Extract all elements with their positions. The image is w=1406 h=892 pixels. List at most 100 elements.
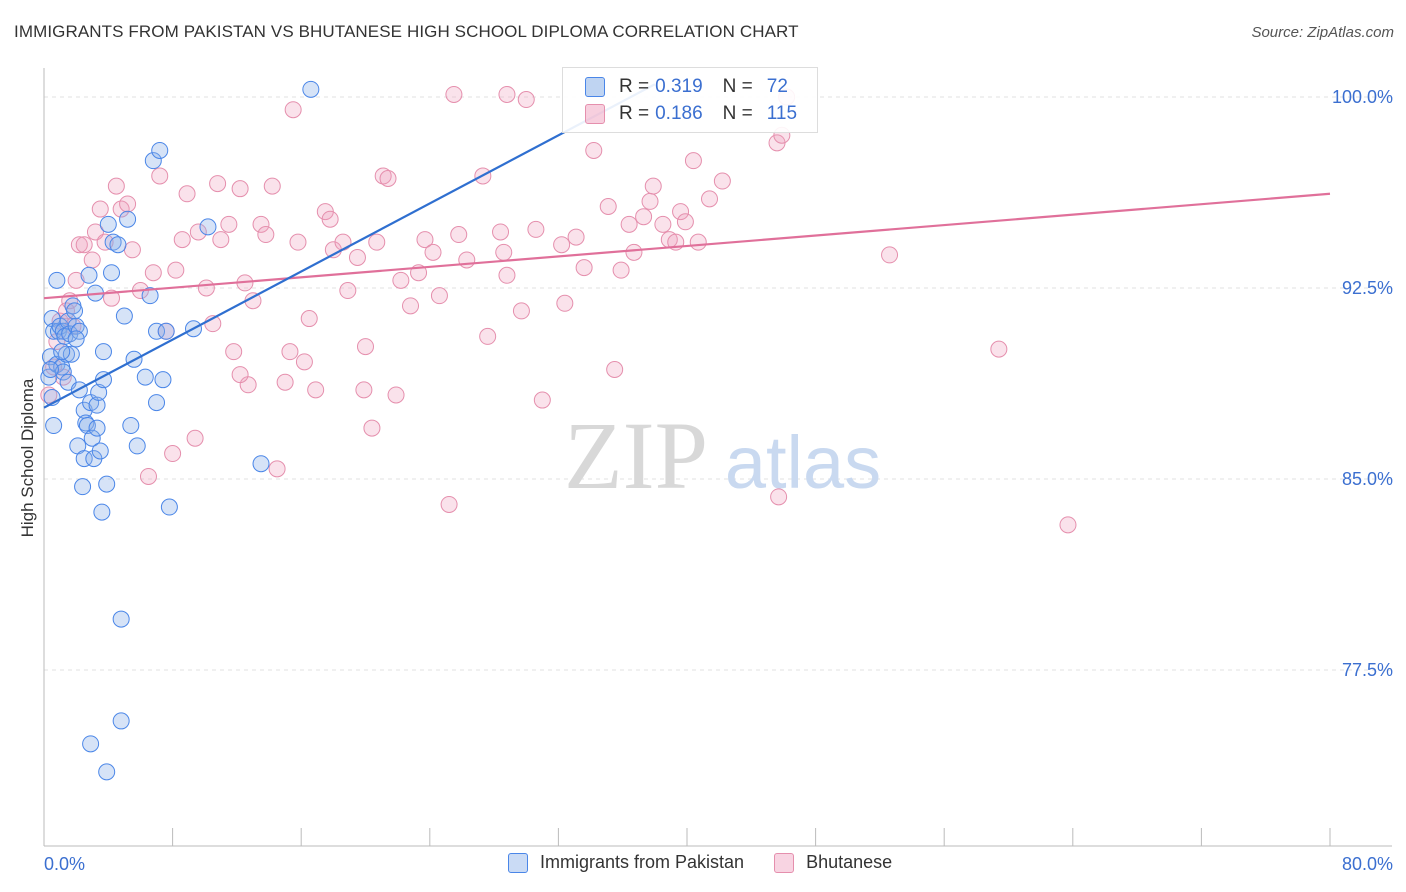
data-point-pakistan	[41, 360, 59, 378]
data-point-bhutanese	[585, 141, 603, 159]
data-point-bhutanese	[164, 445, 182, 463]
y-tick-label: 85.0%	[1342, 469, 1393, 489]
data-point-pakistan	[45, 417, 63, 435]
data-point-bhutanese	[67, 271, 85, 289]
legend-n-value: 72	[766, 76, 788, 97]
data-point-pakistan	[59, 312, 77, 330]
watermark-zip: ZIP	[564, 402, 708, 509]
data-point-bhutanese	[440, 495, 458, 513]
data-point-bhutanese	[368, 233, 386, 251]
data-point-bhutanese	[231, 180, 249, 198]
legend-label-pakistan: Immigrants from Pakistan	[540, 852, 745, 872]
data-point-pakistan	[154, 371, 172, 389]
data-point-bhutanese	[479, 327, 497, 345]
legend-n-label: N =	[722, 103, 753, 124]
data-point-bhutanese	[644, 177, 662, 195]
y-tick-label: 92.5%	[1342, 278, 1393, 298]
data-point-bhutanese	[307, 381, 325, 399]
data-point-pakistan	[98, 763, 116, 781]
watermark-atlas: atlas	[725, 421, 881, 504]
data-point-pakistan	[160, 498, 178, 516]
data-point-bhutanese	[556, 294, 574, 312]
data-point-bhutanese	[139, 467, 157, 485]
trend-line-pakistan	[43, 83, 656, 409]
data-point-bhutanese	[430, 287, 448, 305]
data-point-bhutanese	[151, 167, 169, 185]
data-point-bhutanese	[70, 236, 88, 254]
data-point-bhutanese	[575, 259, 593, 277]
data-point-pakistan	[88, 419, 106, 437]
data-point-pakistan	[112, 712, 130, 730]
data-point-bhutanese	[392, 271, 410, 289]
legend-row-pakistan: R = 0.319 N = 72	[585, 75, 788, 99]
data-point-bhutanese	[620, 215, 638, 233]
data-point-pakistan	[88, 396, 106, 414]
x-tick-label: 0.0%	[44, 854, 85, 874]
data-point-pakistan	[67, 317, 85, 335]
data-point-pakistan	[98, 475, 116, 493]
legend-n-value: 115	[766, 103, 798, 124]
data-point-bhutanese	[252, 215, 270, 233]
legend-swatch-pink	[585, 104, 605, 124]
data-point-bhutanese	[676, 213, 694, 231]
data-point-bhutanese	[178, 185, 196, 203]
data-point-bhutanese	[300, 310, 318, 328]
series-bhutanese-points	[40, 85, 1077, 534]
data-point-pakistan	[252, 455, 270, 473]
trend-line-bhutanese	[43, 192, 1331, 300]
legend-n-label: N =	[722, 76, 753, 97]
tick-labels: 100.0% 92.5% 85.0% 77.5% 0.0% 80.0%	[44, 87, 1393, 874]
data-point-pakistan	[91, 442, 109, 460]
data-point-bhutanese	[770, 488, 788, 506]
data-point-bhutanese	[567, 228, 585, 246]
data-point-bhutanese	[189, 223, 207, 241]
data-point-bhutanese	[701, 190, 719, 208]
data-point-bhutanese	[281, 343, 299, 361]
data-point-bhutanese	[599, 198, 617, 216]
data-point-bhutanese	[257, 226, 275, 244]
data-point-bhutanese	[402, 297, 420, 315]
data-point-bhutanese	[339, 282, 357, 300]
data-point-bhutanese	[625, 243, 643, 261]
legend-label-bhutanese: Bhutanese	[806, 852, 893, 872]
legend-item-pakistan[interactable]: Immigrants from Pakistan	[508, 852, 744, 873]
legend-row-bhutanese: R = 0.186 N = 115	[585, 102, 797, 126]
data-point-pakistan	[94, 343, 112, 361]
data-point-pakistan	[58, 345, 76, 363]
data-point-pakistan	[119, 210, 137, 228]
data-point-bhutanese	[276, 373, 294, 391]
data-point-pakistan	[48, 271, 66, 289]
data-point-pakistan	[199, 218, 217, 236]
data-point-bhutanese	[492, 223, 510, 241]
watermark: ZIP atlas	[564, 402, 881, 509]
y-axis-label: High School Diploma	[18, 378, 37, 538]
data-point-bhutanese	[321, 210, 339, 228]
legend-r-value: 0.319	[655, 76, 703, 97]
data-point-bhutanese	[144, 264, 162, 282]
data-point-bhutanese	[713, 172, 731, 190]
data-point-bhutanese	[672, 203, 690, 221]
data-point-pakistan	[115, 307, 133, 325]
trend-lines	[43, 83, 1331, 409]
data-point-bhutanese	[641, 192, 659, 210]
data-point-bhutanese	[103, 289, 121, 307]
data-point-pakistan	[144, 152, 162, 170]
legend-swatch-blue	[585, 77, 605, 97]
data-point-pakistan	[82, 735, 100, 753]
legend-r-label: R =	[619, 76, 650, 97]
legend-item-bhutanese[interactable]: Bhutanese	[774, 852, 892, 873]
data-point-bhutanese	[284, 101, 302, 119]
data-point-pakistan	[99, 215, 117, 233]
data-point-bhutanese	[654, 215, 672, 233]
data-point-bhutanese	[416, 231, 434, 249]
data-point-bhutanese	[40, 386, 58, 404]
data-point-bhutanese	[263, 177, 281, 195]
data-point-bhutanese	[355, 381, 373, 399]
data-point-bhutanese	[495, 243, 513, 261]
y-tick-label: 100.0%	[1332, 87, 1393, 107]
data-point-bhutanese	[119, 195, 137, 213]
legend-swatch-blue	[508, 852, 528, 873]
data-point-bhutanese	[1059, 516, 1077, 534]
data-point-bhutanese	[881, 246, 899, 264]
